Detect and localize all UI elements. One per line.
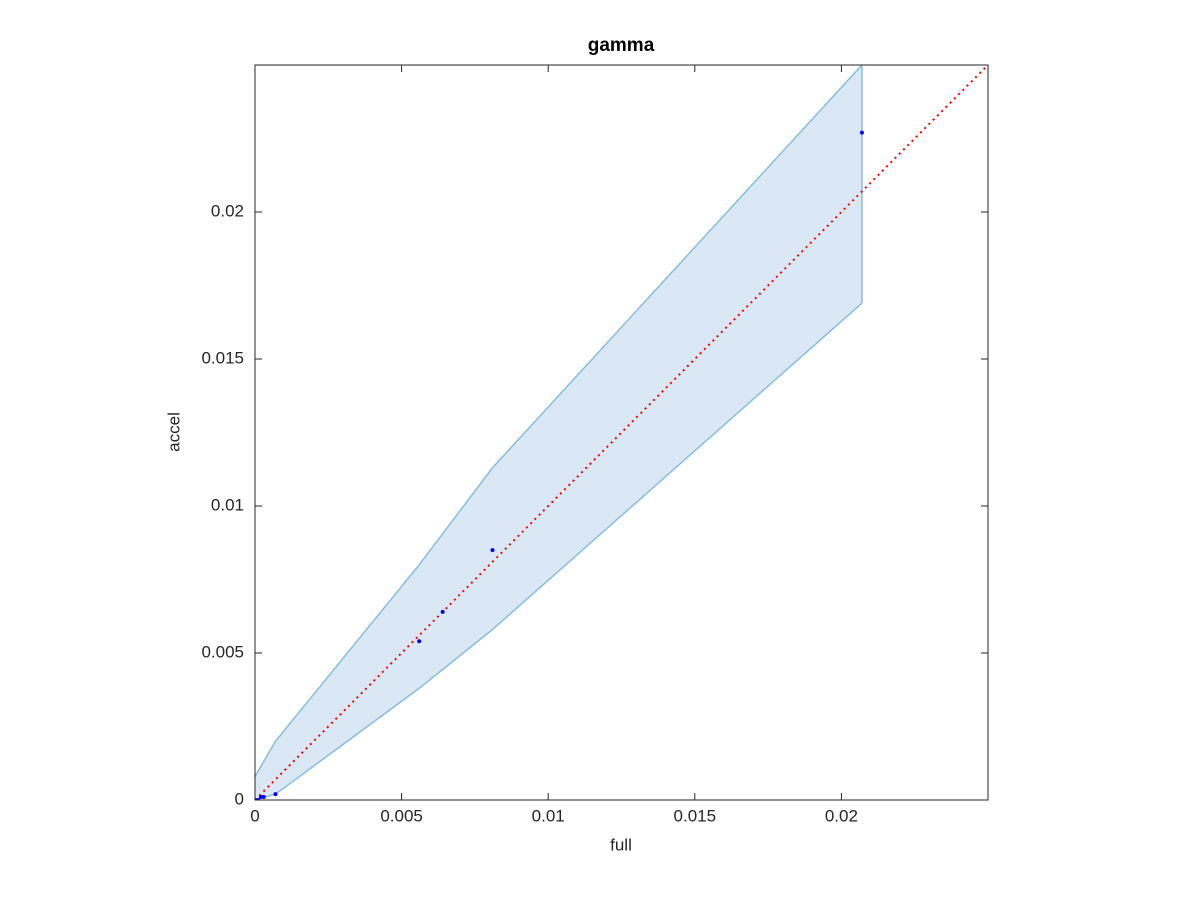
chart-title: gamma (588, 35, 655, 56)
x-tick-label: 0.015 (674, 806, 717, 825)
data-point (859, 130, 864, 135)
data-point (440, 609, 445, 614)
axes-box (254, 64, 989, 801)
y-tick-label: 0.005 (201, 642, 244, 661)
confidence-band (255, 65, 862, 800)
data-point (417, 639, 422, 644)
reference-line (255, 65, 988, 800)
x-tick-label: 0.02 (825, 806, 858, 825)
data-point (258, 795, 263, 800)
y-tick-label: 0.02 (211, 201, 244, 220)
data-point (273, 792, 278, 797)
x-tick-label: 0.01 (532, 806, 565, 825)
x-axis-label: full (610, 835, 632, 854)
y-tick-label: 0 (235, 789, 244, 808)
band-upper-edge (255, 65, 863, 777)
x-tick-label: 0.005 (380, 806, 423, 825)
x-tick-label: 0 (250, 806, 259, 825)
y-tick-label: 0.01 (211, 495, 244, 514)
y-axis-label: accel (164, 412, 183, 452)
plot-area (255, 65, 988, 800)
y-tick-label: 0.015 (201, 348, 244, 367)
data-point (490, 548, 495, 553)
band-lower-edge (255, 302, 863, 800)
data-point (261, 795, 266, 800)
